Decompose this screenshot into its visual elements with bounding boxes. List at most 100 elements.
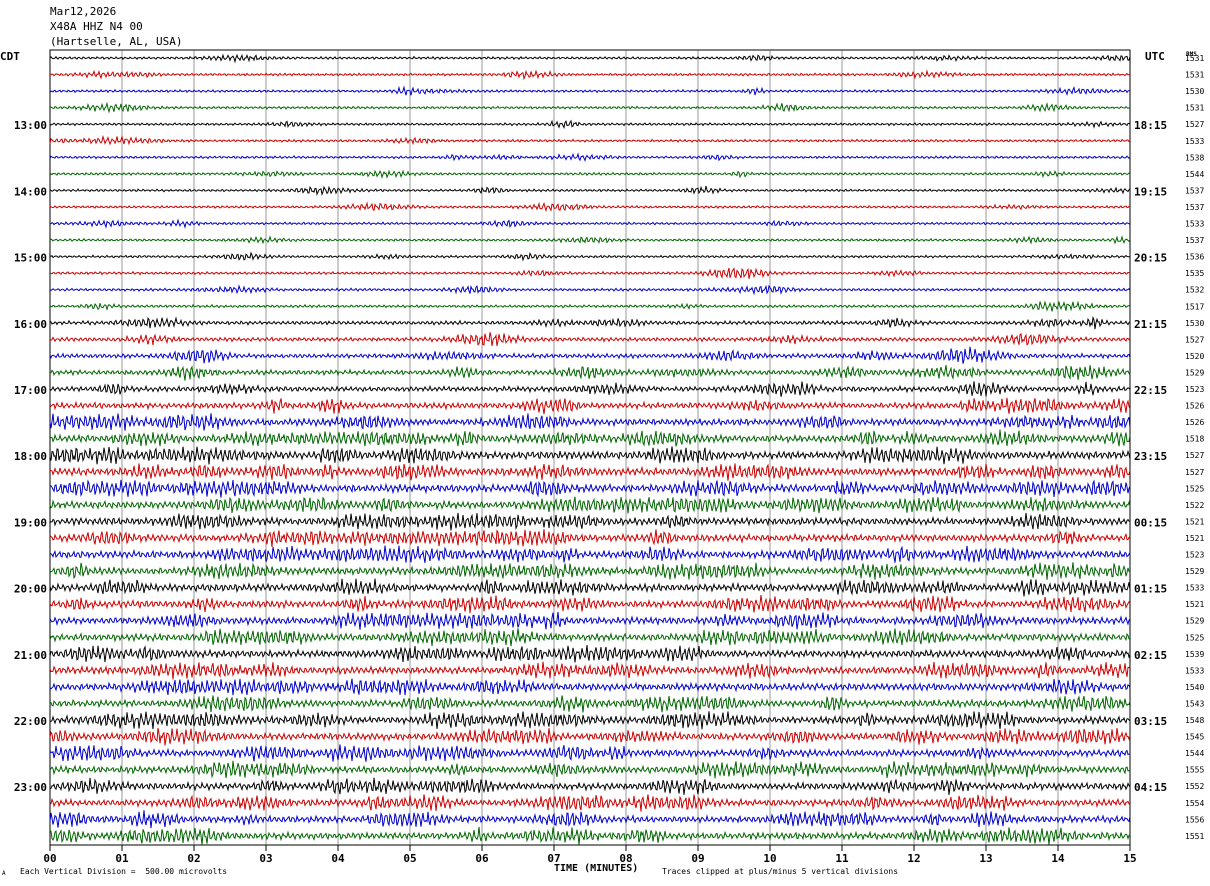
rms-value: 1533: [1185, 666, 1204, 675]
rms-value: 1545: [1185, 733, 1204, 742]
seismic-trace: [49, 463, 1131, 481]
seismic-trace: [49, 711, 1131, 730]
utc-hour-label: 02:15: [1134, 649, 1167, 662]
utc-hour-label: 23:15: [1134, 450, 1167, 463]
rms-value: 1529: [1185, 368, 1204, 377]
rms-value: 1527: [1185, 468, 1204, 477]
seismic-trace: [49, 794, 1131, 812]
rms-value: 1535: [1185, 269, 1204, 278]
utc-hour-label: 04:15: [1134, 781, 1167, 794]
seismic-trace: [49, 429, 1131, 447]
seismic-trace: [49, 251, 1131, 262]
utc-hour-label: 20:15: [1134, 252, 1167, 265]
rms-value: 1523: [1185, 551, 1204, 560]
cdt-hour-label: 13:00: [14, 119, 47, 132]
x-tick-label: 13: [979, 852, 992, 865]
seismic-trace: [49, 645, 1131, 663]
rms-value: 1518: [1185, 435, 1204, 444]
rms-value: 1525: [1185, 484, 1204, 493]
rms-value: 1530: [1185, 319, 1204, 328]
seismic-trace: [49, 562, 1131, 580]
rms-value: 1539: [1185, 650, 1204, 659]
rms-value: 1537: [1185, 236, 1204, 245]
rms-value: 1551: [1185, 832, 1204, 841]
rms-value: 1527: [1185, 451, 1204, 460]
rms-value: 1523: [1185, 385, 1204, 394]
rms-value: 1517: [1185, 302, 1204, 311]
rms-value: 1529: [1185, 567, 1204, 576]
x-tick-label: 14: [1051, 852, 1065, 865]
rms-value: 1533: [1185, 220, 1204, 229]
rms-value: 1543: [1185, 699, 1204, 708]
rms-value: 1533: [1185, 137, 1204, 146]
seismic-trace: [49, 545, 1131, 563]
x-tick-label: 02: [187, 852, 200, 865]
rms-value: 1537: [1185, 203, 1204, 212]
x-tick-label: 09: [691, 852, 704, 865]
seismic-trace: [49, 332, 1131, 347]
seismic-trace: [49, 446, 1131, 465]
seismic-trace: [49, 134, 1131, 146]
seismic-trace: [49, 529, 1131, 547]
rms-value: 1521: [1185, 600, 1204, 609]
x-tick-label: 04: [331, 852, 345, 865]
x-tick-label: 00: [43, 852, 56, 865]
utc-hour-label: 18:15: [1134, 119, 1167, 132]
rms-value: 1531: [1185, 104, 1204, 113]
seismic-trace: [49, 365, 1131, 381]
clip-note: Traces clipped at plus/minus 5 vertical …: [662, 867, 899, 876]
cdt-hour-label: 17:00: [14, 384, 47, 397]
x-tick-label: 15: [1123, 852, 1136, 865]
seismic-trace: [49, 512, 1131, 531]
seismic-trace: [49, 218, 1131, 229]
rms-column-title: RMS: [1186, 51, 1197, 58]
cdt-axis-title: CDT: [0, 50, 20, 63]
x-tick-label: 08: [619, 852, 632, 865]
rms-value: 1554: [1185, 799, 1204, 808]
rms-value: 1522: [1185, 501, 1204, 510]
seismic-trace: [49, 578, 1131, 597]
seismic-trace: [49, 760, 1131, 779]
rms-value: 1527: [1185, 120, 1204, 129]
rms-value: 1527: [1185, 335, 1204, 344]
rms-value: 1520: [1185, 352, 1204, 361]
rms-value: 1530: [1185, 87, 1204, 96]
rms-value: 1548: [1185, 716, 1204, 725]
utc-hour-label: 00:15: [1134, 516, 1167, 529]
rms-value: 1529: [1185, 617, 1204, 626]
x-tick-label: 11: [835, 852, 849, 865]
seismic-trace: [49, 479, 1131, 498]
rms-value: 1544: [1185, 170, 1204, 179]
rms-value: 1536: [1185, 253, 1204, 262]
seismic-trace: [49, 201, 1131, 213]
x-tick-label: 03: [259, 852, 272, 865]
utc-hour-label: 21:15: [1134, 318, 1167, 331]
x-axis-title: TIME (MINUTES): [554, 863, 639, 874]
rms-value: 1552: [1185, 782, 1204, 791]
seismic-trace: [49, 594, 1131, 614]
cdt-hour-label: 23:00: [14, 781, 47, 794]
x-tick-label: 05: [403, 852, 416, 865]
header-location: (Hartselle, AL, USA): [50, 35, 183, 48]
cdt-hour-label: 22:00: [14, 715, 47, 728]
cdt-hour-label: 15:00: [14, 252, 47, 265]
rms-value: 1533: [1185, 584, 1204, 593]
seismic-trace: [49, 85, 1131, 97]
rms-value: 1526: [1185, 402, 1204, 411]
seismic-trace: [49, 810, 1131, 829]
rms-value: 1538: [1185, 153, 1204, 162]
x-tick-label: 10: [763, 852, 776, 865]
rms-value: 1555: [1185, 766, 1204, 775]
utc-axis-title: UTC: [1145, 50, 1165, 63]
seismic-trace: [49, 727, 1131, 746]
rms-value: 1526: [1185, 418, 1204, 427]
rms-value: 1531: [1185, 71, 1204, 80]
seismic-trace: [49, 695, 1131, 713]
cdt-hour-label: 20:00: [14, 583, 47, 596]
seismic-trace: [49, 496, 1131, 514]
header-station: X48A HHZ N4 00: [50, 20, 143, 33]
cdt-hour-label: 18:00: [14, 450, 47, 463]
seismic-trace: [49, 267, 1131, 279]
header-date: Mar12,2026: [50, 5, 117, 18]
